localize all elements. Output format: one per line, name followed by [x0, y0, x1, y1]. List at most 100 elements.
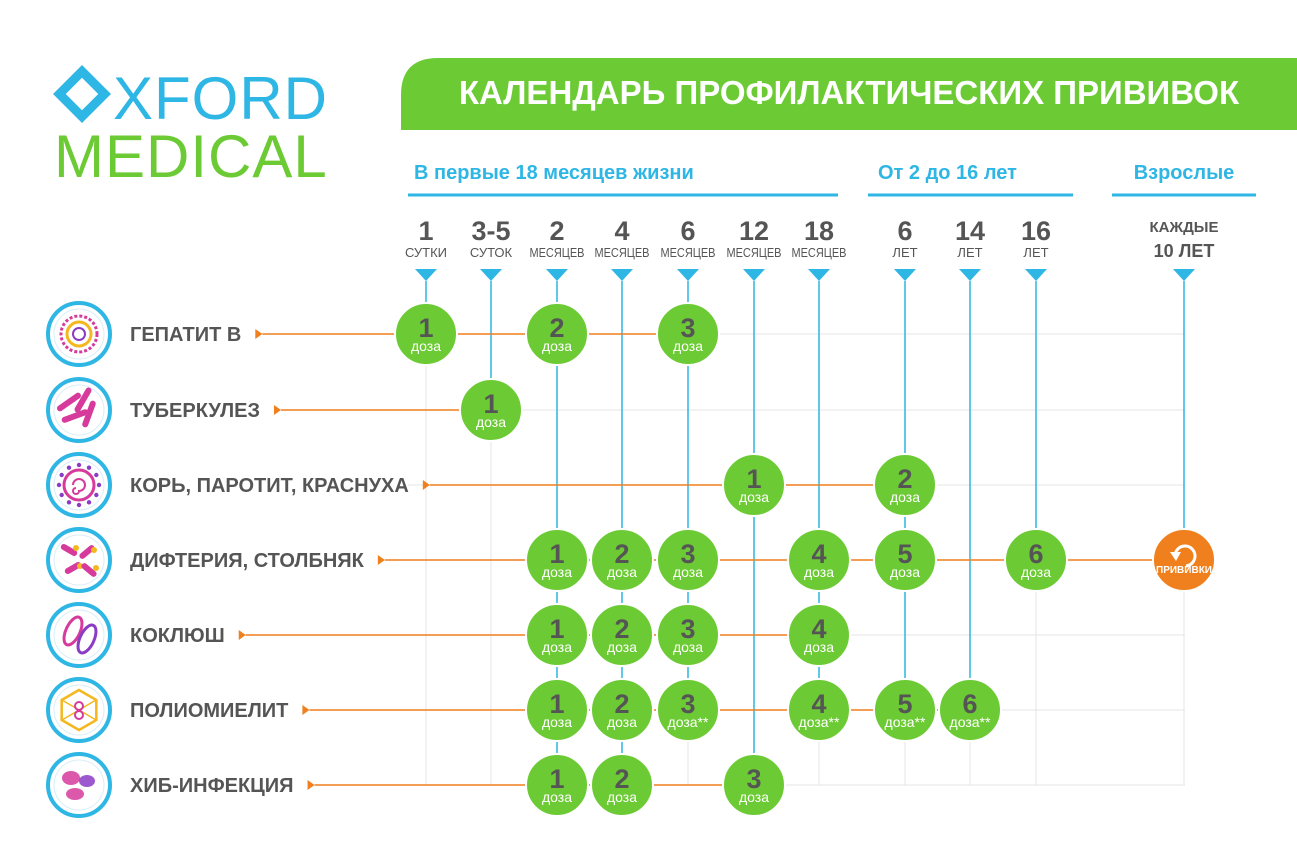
dose-label: доза — [411, 338, 441, 354]
dose-circle — [722, 453, 786, 517]
dose-circle — [873, 528, 937, 592]
dose-number: 4 — [811, 614, 826, 644]
title-banner-shape — [401, 58, 1297, 130]
vaccine-label: ПОЛИОМИЕЛИТ — [130, 700, 288, 722]
logo-line1: XFORD — [113, 65, 328, 132]
logo-line2: MEDICAL — [54, 123, 328, 190]
vaccine-label: ГЕПАТИТ В — [130, 324, 241, 346]
dose-label: доза — [476, 414, 506, 430]
dose-label: доза — [739, 489, 769, 505]
dose-number: 1 — [549, 764, 564, 794]
booster-circle — [1152, 528, 1216, 592]
dose-label: доза — [673, 338, 703, 354]
age-number-c7: 18 — [804, 216, 834, 246]
age-marker-triangle — [959, 269, 981, 281]
dose-label: доза — [804, 639, 834, 655]
dose-number: 5 — [897, 539, 912, 569]
dose-circle — [656, 302, 720, 366]
age-number-c9: 14 — [955, 216, 985, 246]
dose-number: 3 — [680, 313, 695, 343]
dose-label: доза — [542, 639, 572, 655]
dose-label: доза** — [799, 714, 840, 730]
header-layer: В первые 18 месяцев жизни От 2 до 16 лет В… — [405, 162, 1256, 281]
dose-label: доза — [1021, 564, 1051, 580]
booster-label: ПРИВИВКИ — [1156, 565, 1212, 576]
age-number-c4: 4 — [614, 216, 629, 246]
dose-label: доза — [542, 789, 572, 805]
age-number-c1: 1 — [418, 216, 433, 246]
dose-circle — [656, 603, 720, 667]
dose-circle — [656, 678, 720, 742]
dose-number: 3 — [680, 614, 695, 644]
booster-marker: ПРИВИВКИ — [1152, 528, 1216, 592]
age-marker-triangle — [743, 269, 765, 281]
dose-number: 2 — [549, 313, 564, 343]
age-number-c6: 12 — [739, 216, 769, 246]
dose-circle — [590, 528, 654, 592]
dose-circle — [873, 453, 937, 517]
dose-circle — [525, 678, 589, 742]
age-unit-c5: МЕСЯЦЕВ — [661, 245, 716, 260]
dose-label: доза — [804, 564, 834, 580]
age-number-c11: 10 ЛЕТ — [1154, 241, 1215, 261]
age-number-c8: 6 — [897, 216, 912, 246]
dose-circle — [1004, 528, 1068, 592]
dose-number: 1 — [549, 689, 564, 719]
dose-number: 3 — [680, 539, 695, 569]
age-unit-c9: ЛЕТ — [957, 245, 982, 260]
age-unit-c8: ЛЕТ — [892, 245, 917, 260]
hepatitis-virus-icon — [46, 301, 112, 367]
age-marker-triangle — [1025, 269, 1047, 281]
dose-number: 1 — [746, 464, 761, 494]
age-marker-triangle — [611, 269, 633, 281]
dose-circle — [873, 678, 937, 742]
section-label-children: От 2 до 16 лет — [878, 162, 1017, 184]
dose-number: 1 — [418, 313, 433, 343]
dose-number: 1 — [549, 614, 564, 644]
oxford-medical-logo: XFORD MEDICAL — [53, 65, 328, 190]
diphtheria-bacteria-icon — [46, 527, 112, 593]
dose-number: 2 — [614, 614, 629, 644]
dose-number: 2 — [614, 539, 629, 569]
age-unit-c3: МЕСЯЦЕВ — [530, 245, 585, 260]
dose-circle — [590, 678, 654, 742]
dose-circle — [722, 753, 786, 817]
dose-label: доза** — [950, 714, 991, 730]
dose-number: 6 — [962, 689, 977, 719]
dose-label: доза — [607, 789, 637, 805]
age-marker-triangle — [894, 269, 916, 281]
dose-circle — [590, 603, 654, 667]
row-pointer-arrow — [377, 555, 385, 565]
dose-circle — [787, 528, 851, 592]
vaccine-label: КОКЛЮШ — [130, 625, 225, 647]
dose-label: доза — [673, 639, 703, 655]
dose-circle — [938, 678, 1002, 742]
hib-bacteria-icon — [46, 752, 112, 818]
dose-number: 6 — [1028, 539, 1043, 569]
age-unit-c11: КАЖДЫЕ — [1150, 219, 1219, 236]
vaccine-row-polio: ПОЛИОМИЕЛИТ 1доза2доза3доза**4доза**5доза… — [46, 677, 1002, 743]
age-unit-c4: МЕСЯЦЕВ — [595, 245, 650, 260]
dose-circle — [525, 603, 589, 667]
age-unit-c7: МЕСЯЦЕВ — [792, 245, 847, 260]
row-pointer-arrow — [422, 480, 430, 490]
age-marker-triangle — [546, 269, 568, 281]
dose-label: доза — [607, 564, 637, 580]
